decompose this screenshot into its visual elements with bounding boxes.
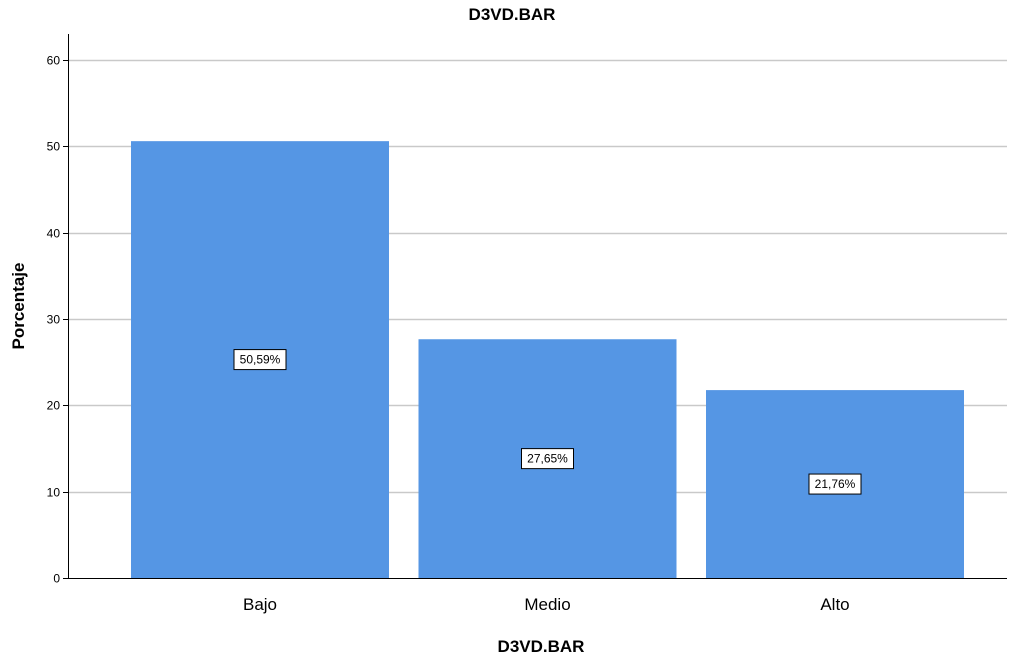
y-tick-label: 60 bbox=[47, 54, 61, 68]
y-tick-label: 10 bbox=[47, 486, 61, 500]
y-ticks: 0 10 20 30 40 50 60 bbox=[47, 54, 68, 586]
data-label-text: 21,76% bbox=[815, 477, 856, 491]
data-label: 21,76% bbox=[808, 473, 862, 495]
x-ticks: Bajo Medio Alto bbox=[243, 595, 850, 614]
y-tick-label: 30 bbox=[47, 313, 61, 327]
x-tick-label: Alto bbox=[820, 595, 849, 614]
data-labels: 50,59% 27,65% 21,76% bbox=[233, 349, 862, 495]
data-label-box bbox=[233, 349, 287, 371]
y-tick-label: 0 bbox=[53, 572, 60, 586]
axes bbox=[68, 34, 1007, 579]
x-tick-label: Medio bbox=[524, 595, 570, 614]
data-label: 27,65% bbox=[521, 448, 574, 470]
y-tick-label: 40 bbox=[47, 227, 61, 241]
data-label-box bbox=[808, 473, 862, 495]
y-axis-title: Porcentaje bbox=[9, 263, 28, 350]
data-label-text: 50,59% bbox=[240, 353, 281, 367]
chart-title: D3VD.BAR bbox=[469, 5, 556, 24]
data-label-box bbox=[521, 448, 574, 470]
x-axis-title: D3VD.BAR bbox=[498, 637, 585, 656]
x-tick-label: Bajo bbox=[243, 595, 277, 614]
y-tick-label: 20 bbox=[47, 399, 61, 413]
y-tick-label: 50 bbox=[47, 140, 61, 154]
data-label: 50,59% bbox=[233, 349, 287, 371]
data-label-text: 27,65% bbox=[527, 452, 568, 466]
